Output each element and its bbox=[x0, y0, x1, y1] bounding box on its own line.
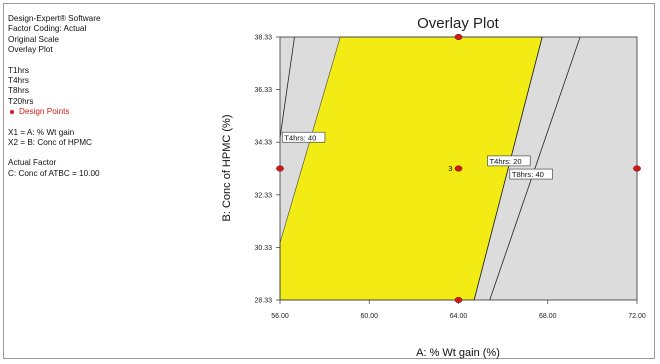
design-point bbox=[454, 296, 463, 304]
info-panel: Design-Expert® Software Factor Coding: A… bbox=[8, 14, 208, 179]
x-tick-label: 72.00 bbox=[628, 313, 646, 320]
contour-label-box bbox=[281, 131, 326, 143]
x-tick-label: 60.00 bbox=[360, 313, 378, 320]
contour-label: T4hrs: 40 bbox=[284, 133, 316, 142]
design-point bbox=[454, 165, 463, 172]
response-name: T20hrs bbox=[8, 96, 34, 106]
actual-factor-title: Actual Factor bbox=[8, 158, 57, 168]
y-tick-label: 28.33 bbox=[254, 298, 272, 305]
contour-label: T8hrs: 40 bbox=[512, 170, 544, 179]
y-axis-label: B: Conc of HPMC (%) bbox=[221, 115, 233, 222]
design-point bbox=[454, 33, 463, 41]
contour-line bbox=[279, 36, 295, 138]
x-tick-label: 68.00 bbox=[539, 313, 557, 320]
contour-line bbox=[473, 36, 543, 301]
actual-factor-value: C: Conc of ATBC = 10.00 bbox=[8, 168, 100, 178]
design-points-label: Design Points bbox=[19, 107, 70, 117]
chart-title: Overlay Plot bbox=[417, 15, 500, 32]
x-tick-label: 64.00 bbox=[450, 313, 468, 320]
response-name: T8hrs bbox=[8, 86, 29, 96]
contour-label: T4hrs: 20 bbox=[490, 157, 522, 166]
contour-line bbox=[489, 36, 581, 301]
info-line: Original Scale bbox=[8, 34, 59, 44]
y-tick-label: 38.33 bbox=[254, 35, 272, 42]
response-name: T4hrs bbox=[8, 76, 29, 86]
y-tick-label: 36.33 bbox=[254, 87, 272, 94]
design-point-count: 3 bbox=[448, 164, 452, 173]
plot-area: T4hrs: 40 T4hrs: 20 T8hrs: 40 56.00 60.00 64.… bbox=[254, 33, 646, 320]
info-line: Factor Coding: Actual bbox=[8, 24, 87, 34]
response-name: T1hrs bbox=[8, 65, 29, 75]
factor-line: X1 = A: % Wt gain bbox=[8, 127, 75, 137]
factor-line: X2 = B: Conc of HPMC bbox=[8, 138, 92, 148]
contour-label-box bbox=[509, 168, 553, 180]
y-tick-label: 32.33 bbox=[254, 192, 272, 199]
x-tick-label: 56.00 bbox=[271, 313, 289, 320]
design-point bbox=[276, 165, 284, 172]
info-line: Design-Expert® Software bbox=[8, 14, 101, 23]
contour-label-box bbox=[487, 155, 531, 167]
design-point bbox=[633, 165, 641, 172]
info-line: Overlay Plot bbox=[8, 45, 53, 55]
design-point-icon bbox=[10, 109, 14, 114]
y-tick-label: 30.33 bbox=[254, 245, 272, 252]
y-tick-label: 34.33 bbox=[254, 140, 272, 147]
x-axis-label: A: % Wt gain (%) bbox=[416, 347, 500, 359]
design-points-legend: Design Points bbox=[8, 107, 208, 117]
